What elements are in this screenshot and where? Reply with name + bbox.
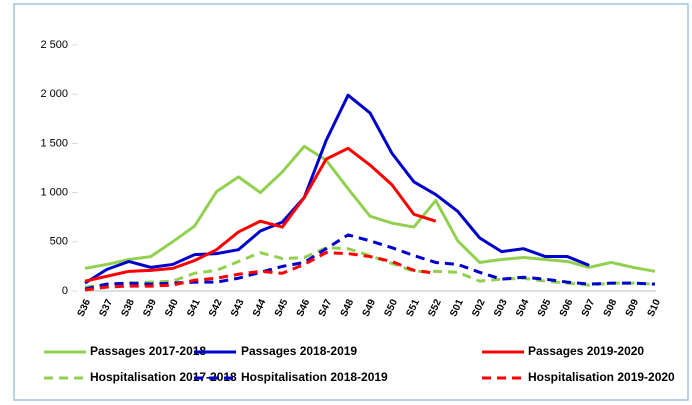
x-tick-label: S45 bbox=[273, 297, 291, 318]
x-tick-label: S50 bbox=[383, 297, 401, 318]
y-tick-label: 1 000 bbox=[40, 187, 68, 199]
series-line bbox=[84, 144, 656, 273]
x-tick-label: S36 bbox=[76, 297, 94, 318]
y-tick-label: 1 500 bbox=[40, 137, 68, 149]
x-tick-label: S39 bbox=[141, 297, 159, 318]
legend-label: Hospitalisation 2019-2020 bbox=[528, 370, 675, 384]
legend-label: Hospitalisation 2017-2018 bbox=[90, 370, 237, 384]
y-tick-label: 500 bbox=[50, 236, 68, 248]
y-tick-label: 2 000 bbox=[40, 88, 68, 100]
x-tick-label: S43 bbox=[229, 297, 247, 318]
x-tick-label: S47 bbox=[317, 297, 335, 318]
x-tick-label: S01 bbox=[448, 297, 466, 318]
x-tick-label: S03 bbox=[492, 297, 510, 318]
x-tick-label: S02 bbox=[470, 297, 488, 318]
x-tick-label: S09 bbox=[624, 297, 642, 318]
x-tick-label: S37 bbox=[98, 297, 116, 318]
legend-label: Passages 2018-2019 bbox=[241, 344, 357, 358]
x-tick-label: S07 bbox=[580, 297, 598, 318]
x-tick-label: S49 bbox=[361, 297, 379, 318]
x-tick-label: S08 bbox=[602, 297, 620, 318]
x-tick-label: S06 bbox=[558, 297, 576, 318]
x-tick-label: S51 bbox=[404, 297, 422, 318]
legend-label: Passages 2019-2020 bbox=[528, 344, 644, 358]
legend-label: Hospitalisation 2018-2019 bbox=[241, 370, 388, 384]
x-tick-label: S44 bbox=[251, 297, 269, 318]
y-tick-label: 2 500 bbox=[40, 39, 68, 51]
x-tick-label: S46 bbox=[295, 297, 313, 318]
x-tick-label: S41 bbox=[185, 297, 203, 318]
series-line bbox=[84, 93, 590, 285]
x-tick-label: S38 bbox=[119, 297, 137, 318]
x-tick-label: S52 bbox=[426, 297, 444, 318]
series-line bbox=[84, 246, 656, 289]
frame bbox=[13, 3, 689, 401]
x-tick-label: S48 bbox=[339, 297, 357, 318]
y-tick-label: 0 bbox=[62, 285, 68, 297]
legend-label: Passages 2017-2018 bbox=[90, 344, 206, 358]
x-tick-label: S40 bbox=[163, 297, 181, 318]
x-tick-label: S10 bbox=[646, 297, 664, 318]
x-tick-label: S04 bbox=[514, 297, 532, 318]
series-line bbox=[84, 146, 437, 283]
x-tick-label: S05 bbox=[536, 297, 554, 318]
x-tick-label: S42 bbox=[207, 297, 225, 318]
